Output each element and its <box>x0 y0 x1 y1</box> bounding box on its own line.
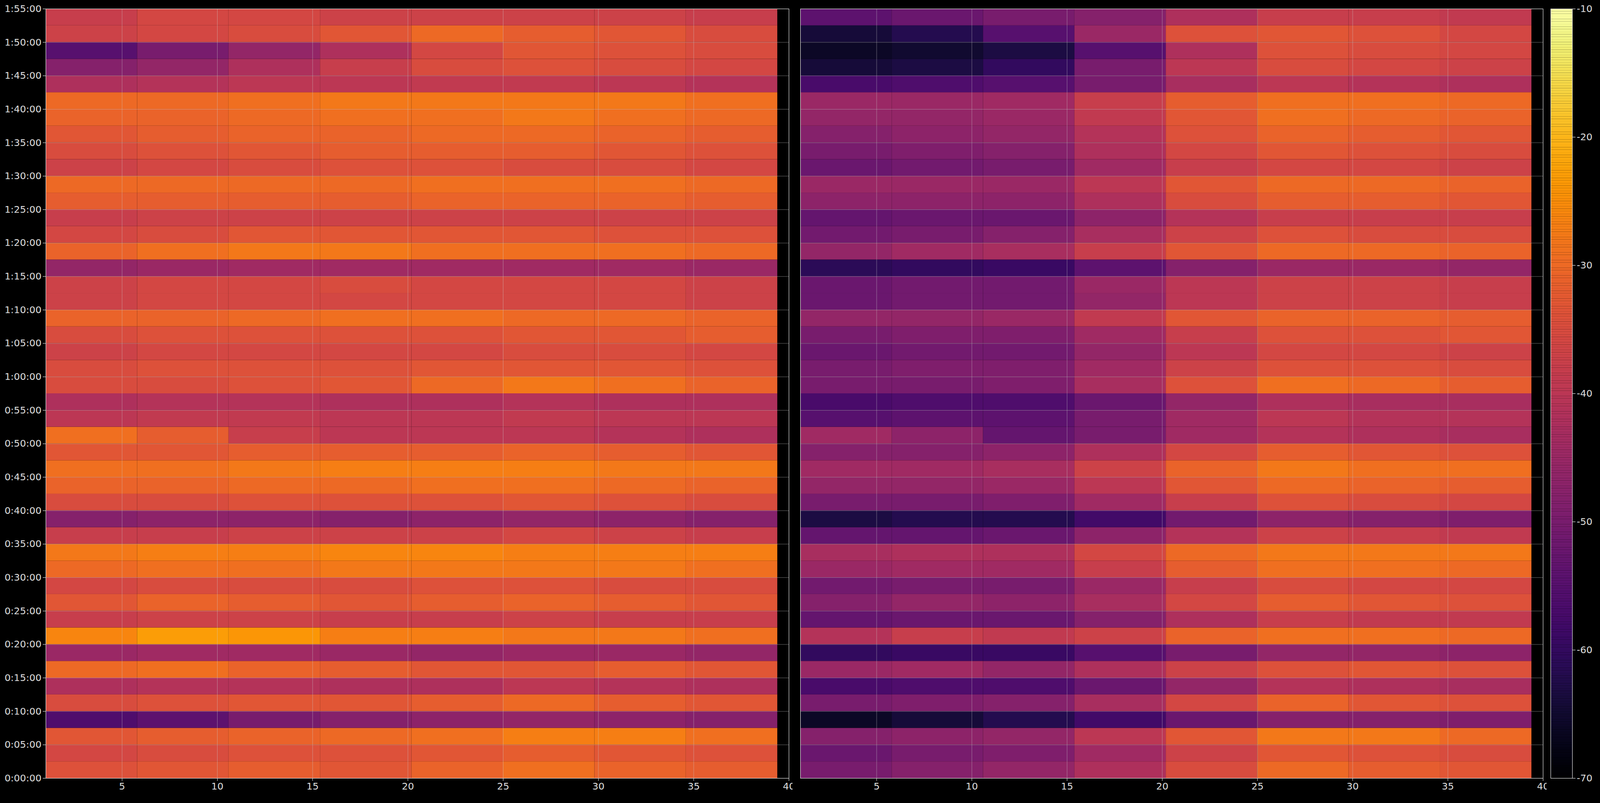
svg-text:20: 20 <box>1156 780 1169 793</box>
svg-text:1:10:00: 1:10:00 <box>4 304 42 316</box>
svg-text:-20: -20 <box>1576 131 1593 143</box>
svg-text:0:15:00: 0:15:00 <box>4 671 42 684</box>
svg-text:35: 35 <box>687 780 700 793</box>
svg-text:1:50:00: 1:50:00 <box>4 36 42 49</box>
svg-text:1:55:00: 1:55:00 <box>4 2 42 15</box>
svg-text:0:20:00: 0:20:00 <box>4 638 42 650</box>
svg-text:1:30:00: 1:30:00 <box>4 170 42 182</box>
svg-text:-60: -60 <box>1576 644 1593 656</box>
svg-text:40: 40 <box>782 780 796 792</box>
svg-text:-10: -10 <box>1576 2 1593 15</box>
svg-text:0:10:00: 0:10:00 <box>4 705 42 718</box>
svg-text:0:35:00: 0:35:00 <box>4 537 42 550</box>
svg-text:-70: -70 <box>1576 772 1593 784</box>
svg-text:5: 5 <box>873 780 880 793</box>
svg-text:-30: -30 <box>1576 259 1593 271</box>
svg-text:-50: -50 <box>1576 515 1593 528</box>
svg-text:25: 25 <box>1251 780 1264 793</box>
svg-text:35: 35 <box>1441 780 1454 793</box>
svg-text:1:05:00: 1:05:00 <box>4 337 42 349</box>
svg-text:0:50:00: 0:50:00 <box>4 437 42 450</box>
svg-text:1:35:00: 1:35:00 <box>4 136 42 149</box>
svg-text:0:40:00: 0:40:00 <box>4 504 42 517</box>
svg-text:1:00:00: 1:00:00 <box>4 370 42 383</box>
svg-text:30: 30 <box>1346 780 1359 793</box>
svg-text:0:00:00: 0:00:00 <box>4 772 42 784</box>
svg-text:1:45:00: 1:45:00 <box>4 69 42 82</box>
svg-text:5: 5 <box>119 780 126 793</box>
svg-text:0:55:00: 0:55:00 <box>4 404 42 416</box>
svg-text:1:25:00: 1:25:00 <box>4 203 42 216</box>
svg-text:1:20:00: 1:20:00 <box>4 236 42 249</box>
svg-text:0:30:00: 0:30:00 <box>4 571 42 584</box>
svg-text:40: 40 <box>1536 780 1550 792</box>
svg-text:1:15:00: 1:15:00 <box>4 270 42 282</box>
svg-text:0:05:00: 0:05:00 <box>4 738 42 751</box>
svg-text:-40: -40 <box>1576 387 1593 400</box>
svg-text:15: 15 <box>306 780 319 793</box>
svg-text:30: 30 <box>592 780 605 793</box>
svg-text:0:25:00: 0:25:00 <box>4 605 42 617</box>
svg-text:10: 10 <box>211 780 224 793</box>
svg-text:0:45:00: 0:45:00 <box>4 471 42 483</box>
svg-text:1:40:00: 1:40:00 <box>4 103 42 115</box>
svg-text:25: 25 <box>497 780 510 793</box>
svg-text:15: 15 <box>1061 780 1074 793</box>
svg-text:10: 10 <box>965 780 978 793</box>
svg-text:20: 20 <box>401 780 414 793</box>
